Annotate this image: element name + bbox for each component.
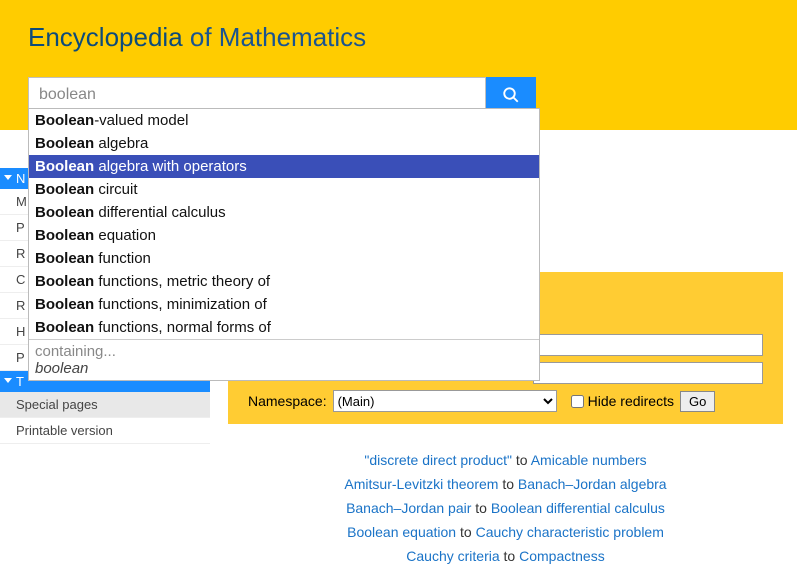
index-link-from[interactable]: "discrete direct product" [364,452,512,468]
namespace-row: Namespace: (Main) Hide redirects Go [248,390,763,412]
autocomplete-item[interactable]: Boolean functions, normal forms of [29,316,539,339]
autocomplete-query-echo: boolean [35,360,533,377]
sidebar-item-special-pages[interactable]: Special pages [0,392,210,418]
index-link-to-word: to [498,476,517,492]
autocomplete-match-bold: Boolean [35,204,94,221]
index-link-row: Amitsur-Levitzki theorem to Banach–Jorda… [228,476,783,492]
autocomplete-item[interactable]: Boolean equation [29,224,539,247]
autocomplete-match-rest: circuit [94,181,137,198]
autocomplete-match-rest: differential calculus [94,204,225,221]
autocomplete-match-rest: function [94,250,151,267]
index-link-row: "discrete direct product" to Amicable nu… [228,452,783,468]
autocomplete-item[interactable]: Boolean algebra [29,132,539,155]
autocomplete-match-bold: Boolean [35,319,94,336]
search-icon [502,86,520,104]
autocomplete-item[interactable]: Boolean function [29,247,539,270]
autocomplete-match-bold: Boolean [35,158,94,175]
autocomplete-match-rest: -valued model [94,112,188,129]
index-link-from[interactable]: Banach–Jordan pair [346,500,471,516]
namespace-label: Namespace: [248,393,327,409]
index-link-from[interactable]: Amitsur-Levitzki theorem [344,476,498,492]
autocomplete-match-rest: functions, metric theory of [94,273,270,290]
index-link-to-word: to [456,524,475,540]
autocomplete-match-rest: functions, normal forms of [94,319,271,336]
autocomplete-footer[interactable]: containing...boolean [29,339,539,380]
hide-redirects-label: Hide redirects [588,393,674,409]
site-title-rest: of Mathematics [183,22,367,52]
autocomplete-item[interactable]: Boolean functions, minimization of [29,293,539,316]
index-link-to[interactable]: Amicable numbers [531,452,647,468]
autocomplete-item[interactable]: Boolean functions, metric theory of [29,270,539,293]
autocomplete-match-bold: Boolean [35,250,94,267]
autocomplete-match-bold: Boolean [35,181,94,198]
site-title-bold: Encyclopedia [28,22,183,52]
site-title: Encyclopedia of Mathematics [28,22,769,53]
index-link-to[interactable]: Banach–Jordan algebra [518,476,667,492]
autocomplete-item[interactable]: Boolean algebra with operators [29,155,539,178]
index-link-row: Cauchy criteria to Compactness [228,548,783,564]
autocomplete-dropdown: Boolean-valued modelBoolean algebraBoole… [28,108,540,381]
autocomplete-match-bold: Boolean [35,273,94,290]
index-link-from[interactable]: Boolean equation [347,524,456,540]
autocomplete-item[interactable]: Boolean-valued model [29,109,539,132]
autocomplete-match-bold: Boolean [35,135,94,152]
index-link-to-word: to [500,548,519,564]
autocomplete-item[interactable]: Boolean differential calculus [29,201,539,224]
form-field-1[interactable] [533,334,763,356]
autocomplete-match-rest: algebra [94,135,148,152]
autocomplete-match-bold: Boolean [35,296,94,313]
index-link-to-word: to [471,500,490,516]
autocomplete-item[interactable]: Boolean circuit [29,178,539,201]
index-link-to[interactable]: Cauchy characteristic problem [476,524,664,540]
autocomplete-match-rest: equation [94,227,156,244]
namespace-select[interactable]: (Main) [333,390,557,412]
form-field-2[interactable] [533,362,763,384]
sidebar-item-printable[interactable]: Printable version [0,418,210,444]
autocomplete-match-rest: functions, minimization of [94,296,267,313]
autocomplete-match-rest: algebra with operators [94,158,247,175]
go-button[interactable]: Go [680,391,715,412]
autocomplete-containing-label: containing... [35,343,533,360]
index-link-to[interactable]: Compactness [519,548,605,564]
index-link-from[interactable]: Cauchy criteria [406,548,499,564]
autocomplete-match-bold: Boolean [35,112,94,129]
index-link-row: Boolean equation to Cauchy characteristi… [228,524,783,540]
hide-redirects-checkbox[interactable] [571,395,584,408]
autocomplete-match-bold: Boolean [35,227,94,244]
index-link-row: Banach–Jordan pair to Boolean differenti… [228,500,783,516]
index-link-to-word: to [512,452,531,468]
index-links: "discrete direct product" to Amicable nu… [228,452,783,564]
index-link-to[interactable]: Boolean differential calculus [491,500,665,516]
